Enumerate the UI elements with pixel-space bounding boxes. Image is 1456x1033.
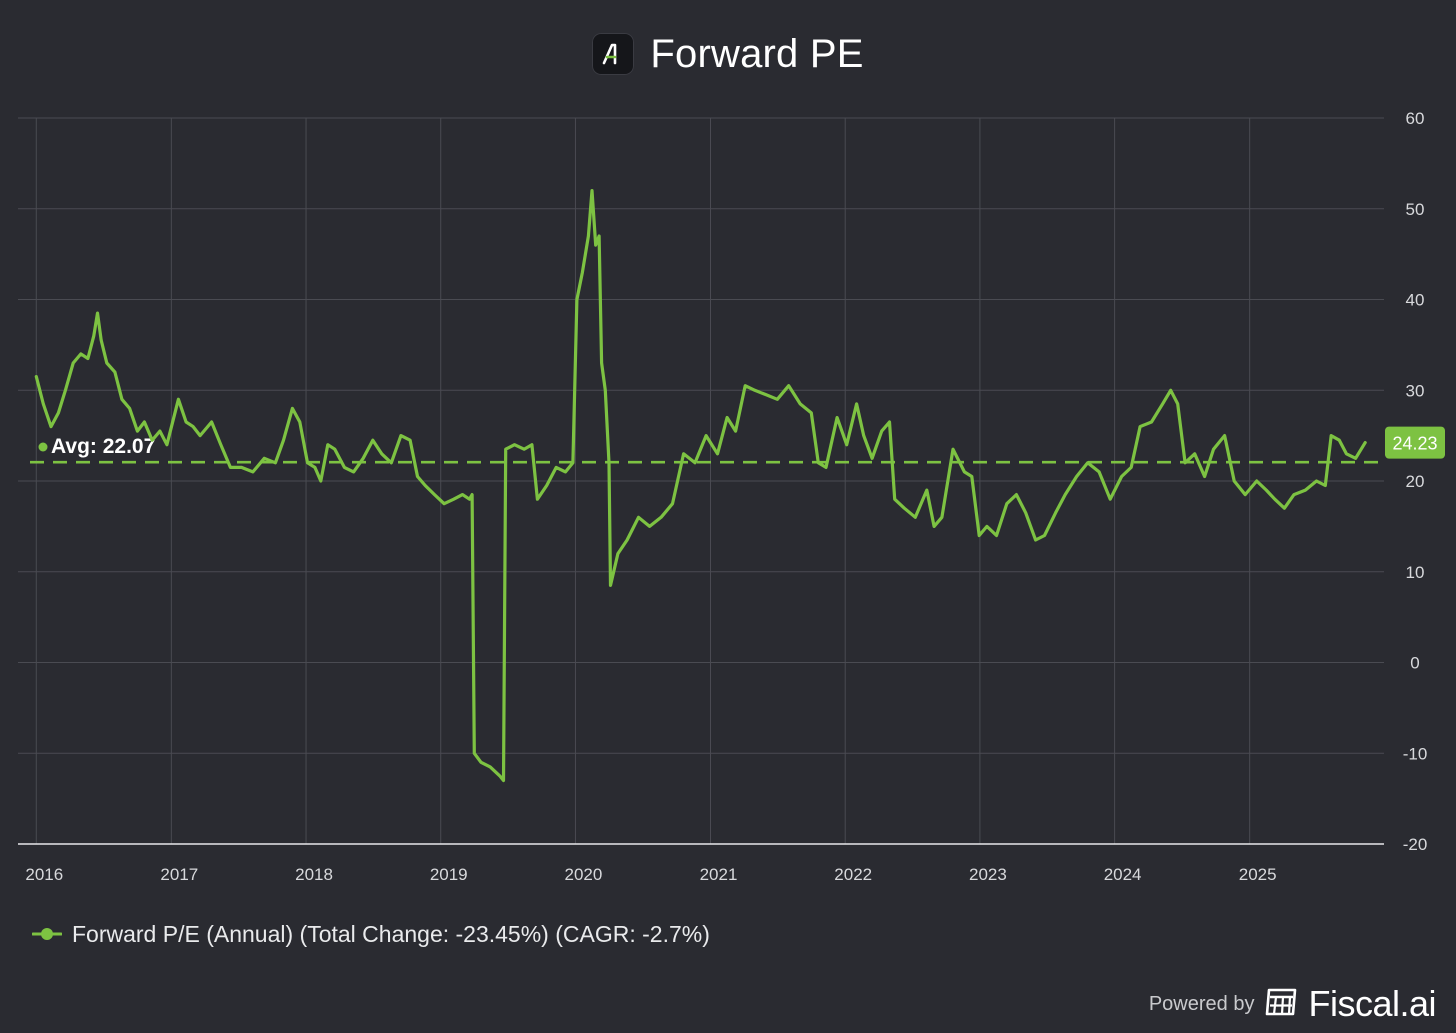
last-value-badge [1385, 426, 1445, 459]
x-tick-label: 2022 [834, 865, 872, 884]
fiscal-ai-brand: Fiscal.ai [1308, 983, 1436, 1024]
last-value-label: 24.23 [1392, 434, 1437, 454]
fiscal-ai-logo-icon [592, 33, 635, 75]
x-tick-label: 2019 [430, 865, 468, 884]
y-tick-label: -20 [1403, 835, 1428, 854]
x-tick-label: 2018 [295, 865, 333, 884]
x-tick-label: 2017 [160, 865, 198, 884]
x-tick-label: 2020 [565, 865, 603, 884]
y-tick-label: 0 [1410, 654, 1419, 673]
y-tick-label: 20 [1406, 472, 1425, 491]
x-tick-label: 2016 [25, 865, 63, 884]
x-tick-label: 2023 [969, 865, 1007, 884]
footer-branding: Powered by Fiscal.ai [1148, 982, 1437, 1026]
x-tick-label: 2021 [700, 865, 738, 884]
y-tick-label: 10 [1406, 563, 1425, 582]
series-line[interactable] [34, 189, 1367, 783]
average-label: Avg: 22.07 [51, 435, 155, 458]
average-dot-icon [38, 442, 48, 452]
last-value-group: 24.23 [1385, 426, 1445, 459]
calculator-icon [1264, 987, 1298, 1022]
x-tick-label: 2024 [1104, 865, 1142, 884]
forward-pe-line-chart[interactable]: 2016 2017 2018 2019 2020 2021 2022 2023 2024 2025… [0, 0, 1456, 900]
x-tick-label: 2025 [1239, 865, 1277, 884]
y-tick-label: -10 [1403, 744, 1428, 763]
chart-title: Forward PE [650, 31, 864, 76]
average-line-group: Avg: 22.07 [30, 435, 1384, 464]
legend-label: Forward P/E (Annual) (Total Change: -23.… [72, 920, 710, 947]
y-tick-label: 50 [1406, 200, 1425, 219]
y-tick-label: 40 [1406, 291, 1425, 310]
legend-marker-icon [32, 928, 62, 940]
y-tick-label: 30 [1406, 381, 1425, 400]
powered-by-text: Powered by [1148, 992, 1255, 1015]
series-layer[interactable] [30, 185, 1371, 787]
chart-header: Forward PE [0, 22, 1456, 86]
legend-item-forward-pe[interactable]: Forward P/E (Annual) (Total Change: -23.… [32, 918, 710, 950]
y-tick-label: 60 [1406, 109, 1425, 128]
axes: 2016 2017 2018 2019 2020 2021 2022 2023 2024 2025… [18, 109, 1427, 884]
grid-lines [18, 117, 1384, 845]
